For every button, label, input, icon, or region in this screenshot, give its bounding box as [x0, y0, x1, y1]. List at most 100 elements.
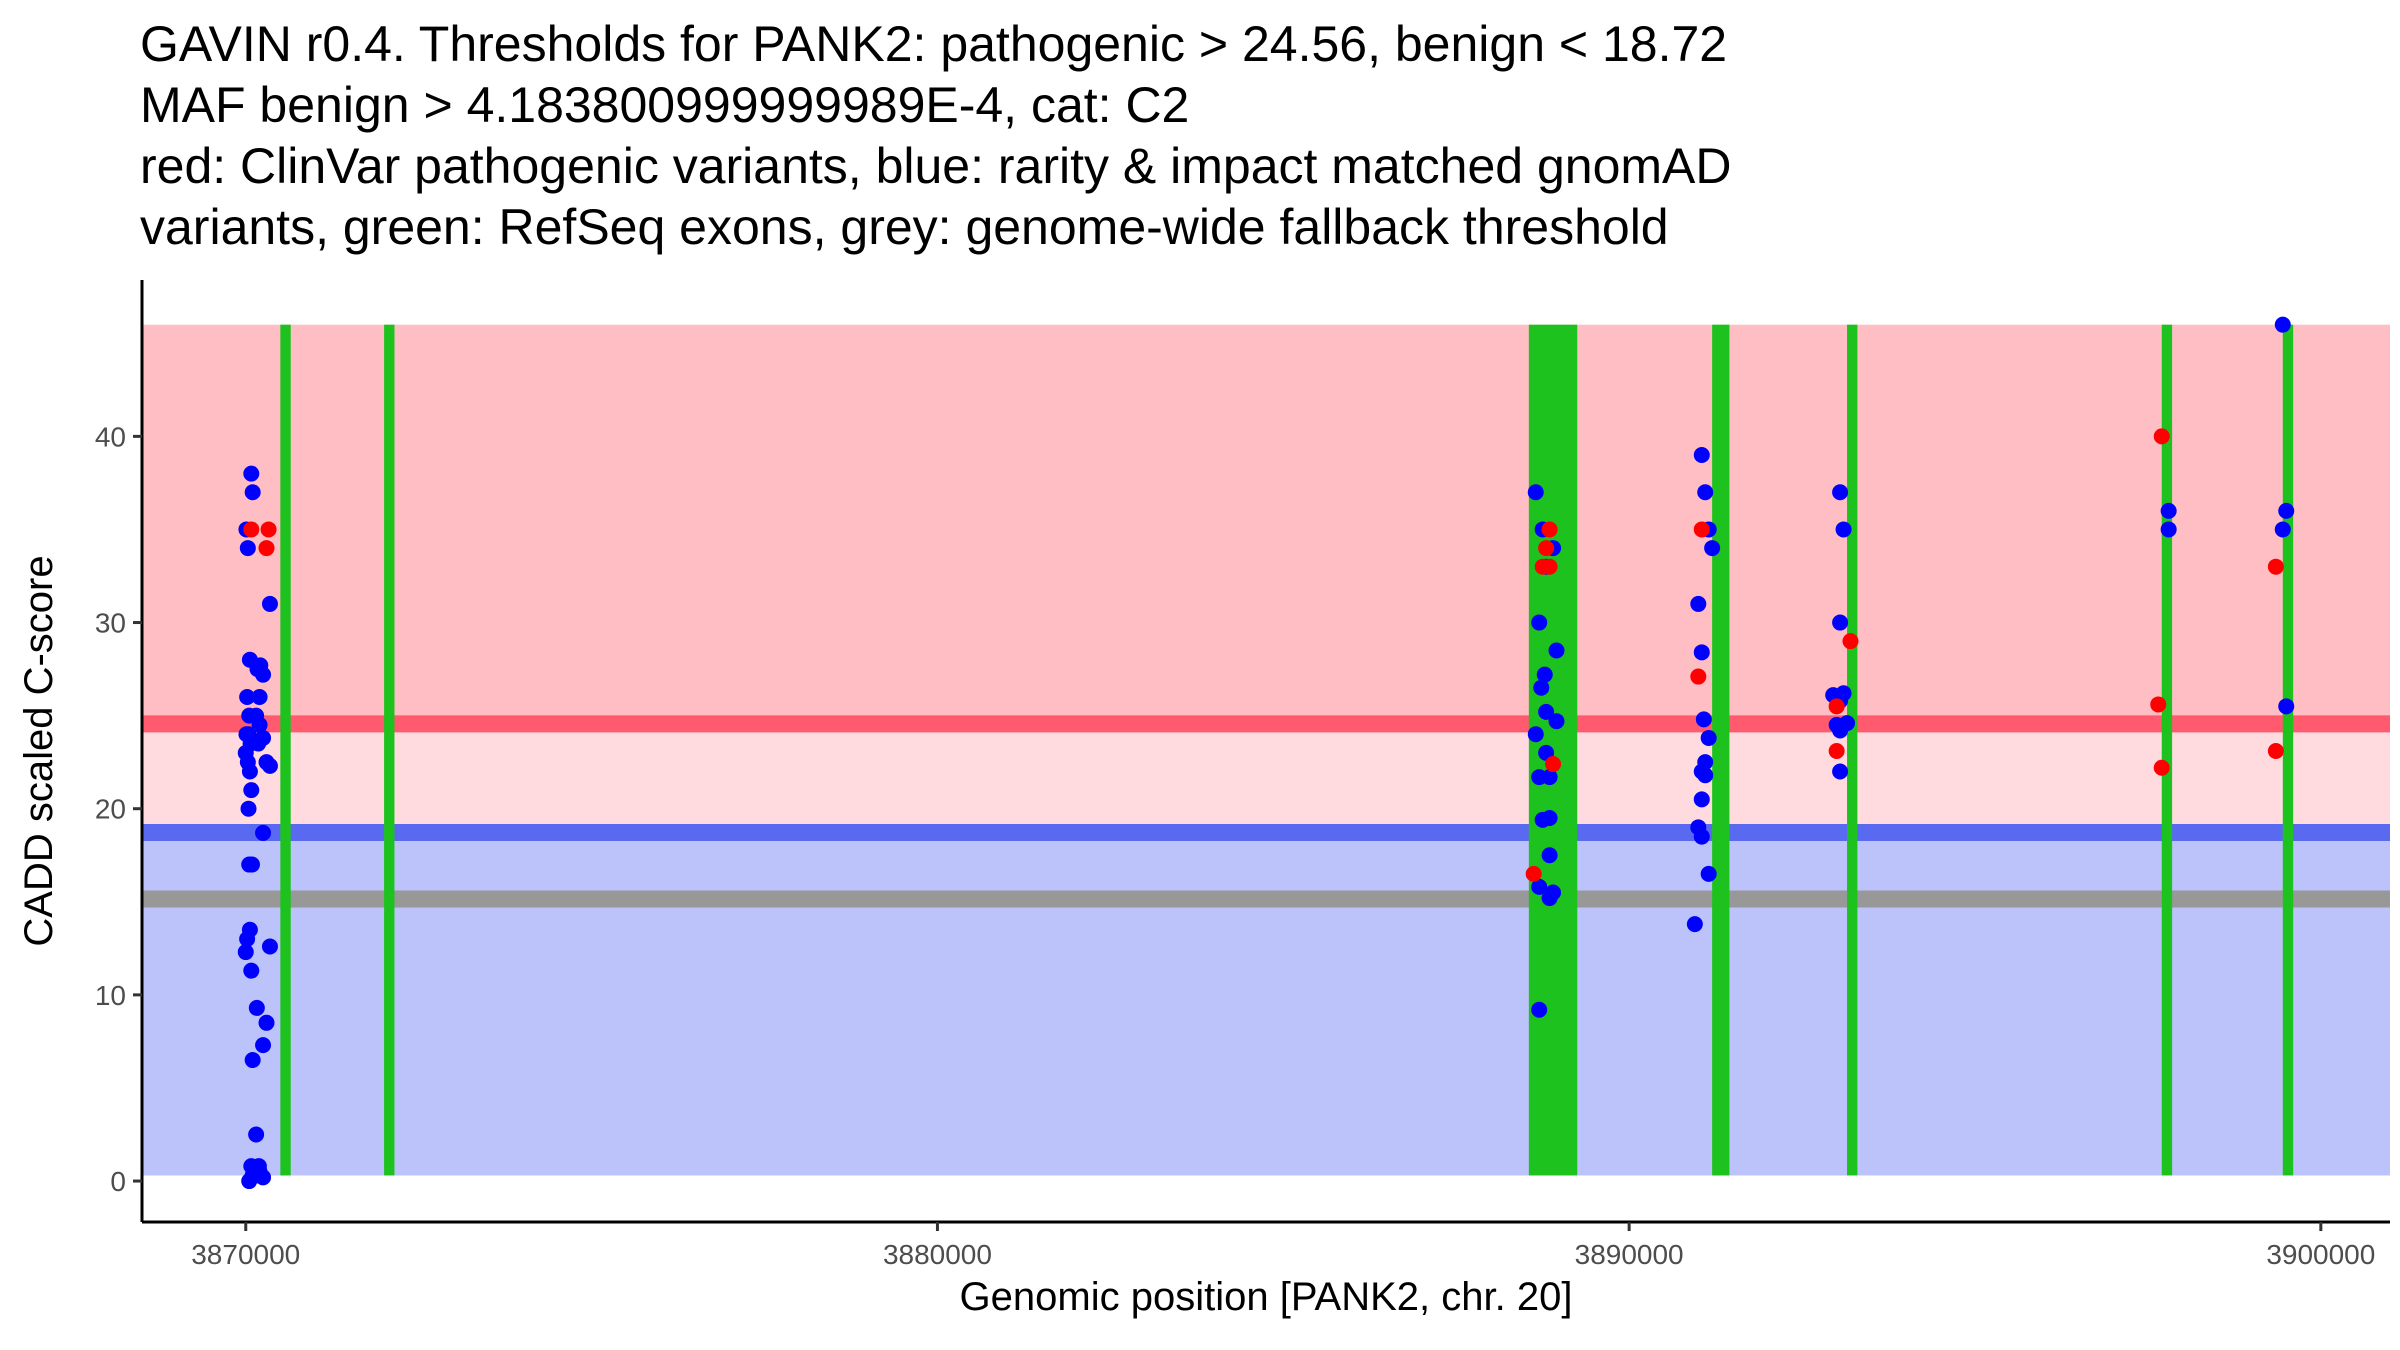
gnomad-point — [1693, 644, 1710, 661]
gnomad-point — [1538, 703, 1555, 720]
x-axis-title: Genomic position [PANK2, chr. 20] — [960, 1275, 1573, 1319]
exon-bar-6 — [2161, 324, 2173, 1176]
uncertain-region — [142, 723, 2390, 833]
gnomad-point — [1531, 1001, 1548, 1018]
gnomad-point — [1531, 878, 1548, 895]
y-tick-label: 30 — [95, 608, 126, 639]
clinvar-point — [1842, 633, 1859, 650]
gnomad-point — [261, 595, 278, 612]
gnomad-point — [1835, 521, 1852, 538]
gnomad-point — [248, 999, 265, 1016]
gnomad-point — [243, 856, 260, 873]
gnomad-point — [1700, 729, 1717, 746]
gnomad-point — [255, 729, 272, 746]
gnomad-point — [1545, 884, 1562, 901]
gnomad-point — [258, 1014, 275, 1031]
gnomad-point — [239, 931, 256, 948]
gnomad-point — [261, 938, 278, 955]
clinvar-point — [1541, 521, 1558, 538]
x-tick-label: 3900000 — [2266, 1239, 2375, 1270]
gnomad-point — [1697, 767, 1714, 784]
gnomad-point — [244, 1052, 261, 1069]
axis-ticks: 0 10 20 30 40 3870000 3880000 3890000 3900000 — [95, 421, 2375, 1270]
y-tick-label: 10 — [95, 980, 126, 1011]
clinvar-point — [2153, 428, 2170, 445]
y-axis-title: CADD scaled C-score — [17, 555, 61, 946]
gnomad-point — [1548, 642, 1565, 659]
gnomad-point — [1533, 679, 1550, 696]
title-line-2: MAF benign > 4.183800999999989E-4, cat: … — [140, 77, 1190, 133]
gnomad-point — [1832, 484, 1849, 501]
gnomad-point — [2274, 316, 2291, 333]
gnomad-point — [2160, 502, 2177, 519]
benign-region — [142, 832, 2390, 1176]
gnomad-point — [2274, 521, 2291, 538]
clinvar-point — [2267, 743, 2284, 759]
gnomad-point — [2278, 698, 2295, 715]
gnomad-point — [1839, 715, 1856, 732]
exon-bar-4 — [1712, 324, 1730, 1176]
gnomad-point — [251, 689, 268, 706]
gnomad-point — [1693, 791, 1710, 808]
clinvar-point — [1690, 668, 1707, 685]
gnomad-point — [1541, 769, 1558, 786]
exon-bar-7 — [2282, 324, 2294, 1176]
clinvar-point — [243, 521, 260, 538]
gnomad-point — [1536, 666, 1553, 683]
clinvar-point — [258, 540, 275, 557]
gnomad-point — [255, 1037, 272, 1054]
gnomad-point — [255, 824, 272, 841]
gnomad-point — [240, 800, 257, 817]
gnomad-point — [243, 962, 260, 979]
pathogenic-region — [142, 324, 2390, 724]
title-line-3: red: ClinVar pathogenic variants, blue: … — [140, 138, 1732, 194]
gnomad-point — [239, 540, 256, 557]
gnomad-point — [1541, 810, 1558, 827]
clinvar-point — [2150, 696, 2167, 713]
gnomad-point — [250, 1158, 267, 1175]
gnomad-point — [1693, 828, 1710, 845]
gnomad-point — [1835, 685, 1852, 702]
x-tick-label: 3880000 — [883, 1239, 992, 1270]
gnomad-point — [1700, 865, 1717, 882]
gnomad-point — [1697, 484, 1714, 501]
clinvar-point — [1538, 540, 1555, 557]
title-line-4: variants, green: RefSeq exons, grey: gen… — [140, 199, 1669, 255]
gnomad-point — [1690, 595, 1707, 612]
clinvar-point — [1693, 521, 1710, 538]
gnomad-point — [243, 782, 260, 799]
gnomad-point — [2160, 521, 2177, 538]
y-tick-label: 0 — [110, 1166, 126, 1197]
clinvar-point — [1541, 558, 1558, 575]
gnomad-point — [1686, 916, 1703, 933]
gnomad-point — [248, 1126, 265, 1143]
gnomad-point — [1531, 614, 1548, 631]
clinvar-point — [2267, 558, 2284, 575]
exon-bar-1 — [280, 324, 291, 1176]
gnomad-point — [1832, 763, 1849, 780]
gnomad-point — [1527, 726, 1544, 743]
gnomad-point — [239, 689, 256, 706]
gnomad-point — [2278, 502, 2295, 519]
gnomad-point — [261, 757, 278, 774]
clinvar-point — [1828, 698, 1845, 715]
gnomad-point — [237, 944, 254, 961]
threshold-lines — [142, 715, 2390, 908]
threshold-regions — [142, 324, 2390, 1176]
y-tick-label: 20 — [95, 794, 126, 825]
gnomad-point — [244, 484, 261, 501]
chart-title: GAVIN r0.4. Thresholds for PANK2: pathog… — [140, 14, 2340, 258]
gnomad-point — [1693, 446, 1710, 463]
variant-points — [237, 316, 2295, 1190]
gnomad-point — [1832, 614, 1849, 631]
gnomad-point — [1541, 847, 1558, 864]
exon-bar-2 — [384, 324, 395, 1176]
clinvar-point — [260, 521, 277, 538]
clinvar-point — [2153, 759, 2170, 776]
title-line-1: GAVIN r0.4. Thresholds for PANK2: pathog… — [140, 16, 1728, 72]
gnomad-point — [255, 666, 272, 683]
gnomad-point — [1548, 713, 1565, 730]
exon-bars — [280, 324, 2294, 1176]
y-tick-label: 40 — [95, 421, 126, 452]
